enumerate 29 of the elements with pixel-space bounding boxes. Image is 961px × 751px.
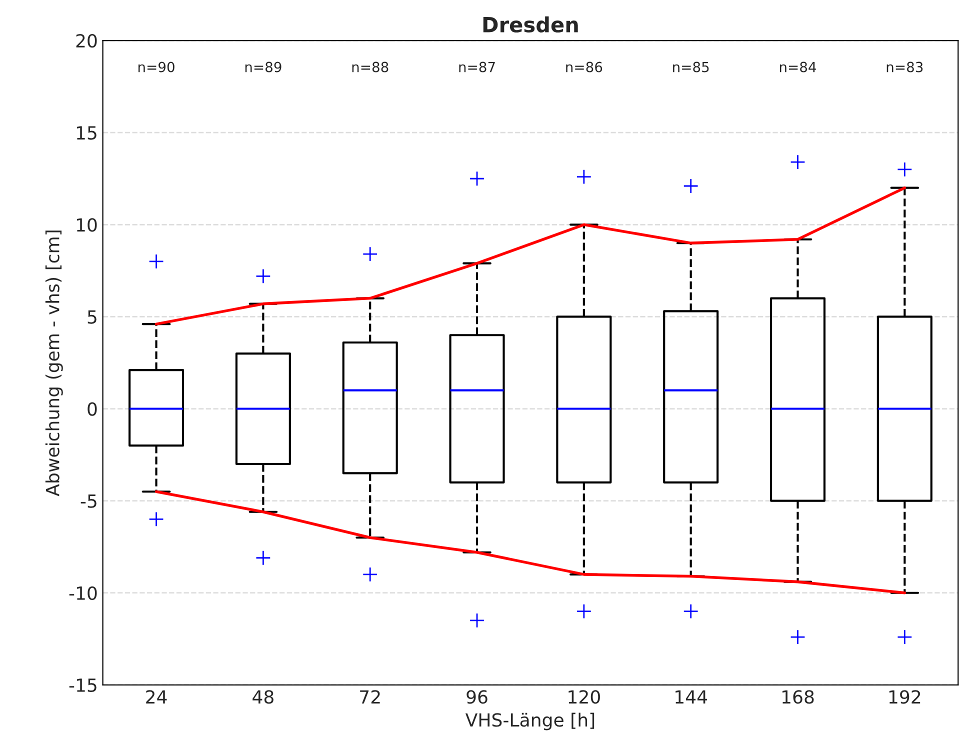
- x-tick-label: 48: [252, 690, 274, 704]
- chart-title: Dresden: [483, 16, 578, 33]
- y-axis-title: Abweichung (gem - vhs) [cm]: [45, 230, 63, 496]
- y-tick-label: 10: [76, 218, 97, 232]
- annotation: n=84: [780, 62, 816, 72]
- y-tick-label: 15: [76, 126, 96, 140]
- annotation: n=83: [886, 62, 923, 72]
- y-tick-label: 20: [76, 34, 97, 48]
- x-axis-title: VHS-Länge [h]: [465, 712, 594, 730]
- annotation: n=90: [138, 62, 174, 72]
- x-tick-label: 72: [360, 690, 380, 704]
- y-tick-label: -10: [69, 586, 97, 600]
- x-tick-label: 192: [889, 690, 920, 704]
- x-tick-label: 168: [782, 690, 814, 704]
- x-tick-label: 120: [568, 690, 600, 704]
- y-tick-label: -5: [80, 494, 96, 508]
- x-tick-label: 144: [676, 690, 708, 704]
- line-series: [154, 186, 906, 326]
- x-tick-label: 24: [146, 690, 167, 704]
- annotation: n=89: [245, 62, 282, 72]
- y-tick-label: 5: [88, 310, 96, 324]
- annotation: n=85: [673, 62, 709, 72]
- annotation: n=87: [459, 62, 495, 72]
- y-tick-label: 0: [88, 402, 97, 416]
- annotation: n=88: [352, 62, 388, 72]
- line-series: [154, 490, 906, 594]
- x-tick-label: 96: [466, 690, 488, 704]
- y-tick-label: -15: [69, 678, 96, 692]
- annotation: n=86: [566, 62, 602, 72]
